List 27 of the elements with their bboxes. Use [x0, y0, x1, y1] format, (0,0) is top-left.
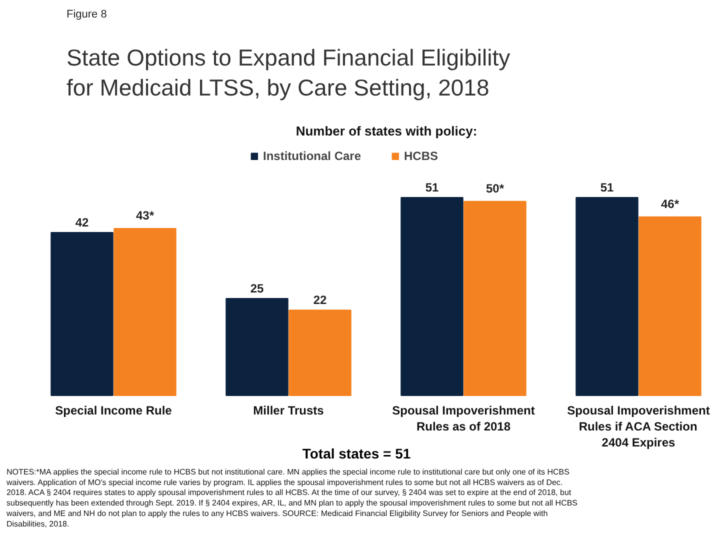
x-tick-label: Spousal Impoverishment Rules as of 2018 [392, 404, 535, 434]
chart-title: State Options to Expand Financial Eligibility for Medicaid LTSS, by Care Setting, 2018 [66, 44, 511, 100]
bar [114, 228, 176, 396]
legend-label: Institutional Care [263, 149, 362, 163]
data-label: 22 [313, 293, 327, 308]
legend-label: HCBS [404, 149, 438, 163]
text: Total states = 51 [302, 446, 411, 462]
bar [50, 232, 114, 396]
bar [464, 200, 526, 396]
data-label: 25 [250, 281, 264, 296]
chart-subtitle: Number of states with policy: [296, 124, 478, 138]
bar [576, 197, 638, 396]
bar [638, 216, 702, 396]
data-label: 50* [486, 181, 504, 196]
x-tick-label: Special Income Rule [55, 404, 172, 418]
data-label: 43* [136, 208, 154, 223]
bar [288, 310, 352, 396]
text: NOTES:*MA applies the special income rule to HCBS but not institutional care. MN applies the special income rule to institutional care but only one of its HCBS waivers. Application of MO's special income rule varies by program. IL applies the spousal impoverishment rules to some but not all HCBS waivers as of Dec. 2018. ACA § 2404 requires states to apply spousal impoverishment rules to all HCBS. At the time of our survey, § 2404 was set to expire at the end of 2018, but subsequently has been extended through Sept. 2019. If § 2404 expires, AR, IL, and MN plan to apply the spousal impoverishment rules to some but not all HCBS waivers, and ME and NH do not plan to apply the rules to any HCBS waivers. SOURCE: Medicaid Financial Eligibility Survey for Seniors and People with Disabilities, 2018. [6, 468, 578, 528]
caption: Figure 8 [66, 8, 107, 20]
data-label: 42 [75, 215, 89, 230]
data-label: 51 [600, 180, 614, 194]
x-tick-label: Spousal Impoverishment Rules if ACA Section 2404 Expires [567, 404, 710, 450]
data-label: 46* [660, 196, 680, 211]
data-label: 51 [425, 180, 439, 194]
x-tick-label: Miller Trusts [253, 404, 324, 418]
bar [400, 197, 464, 396]
bar [226, 298, 288, 396]
